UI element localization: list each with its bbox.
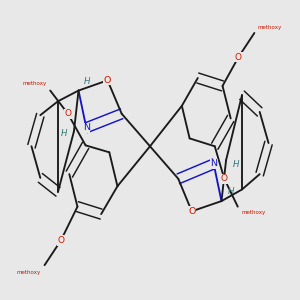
Text: methoxy: methoxy	[258, 25, 282, 30]
Text: O: O	[64, 109, 71, 118]
Text: O: O	[221, 174, 228, 183]
Text: H: H	[233, 160, 239, 169]
Text: methoxy: methoxy	[22, 81, 47, 86]
Text: N: N	[210, 159, 217, 168]
Text: O: O	[235, 52, 242, 62]
Text: H: H	[61, 129, 67, 138]
Text: methoxy: methoxy	[17, 270, 41, 274]
Text: methoxy: methoxy	[241, 210, 266, 215]
Text: H: H	[228, 187, 235, 196]
Text: N: N	[83, 123, 90, 132]
Text: H: H	[84, 77, 91, 86]
Text: O: O	[57, 236, 64, 245]
Text: O: O	[188, 207, 195, 216]
Text: O: O	[104, 76, 111, 85]
